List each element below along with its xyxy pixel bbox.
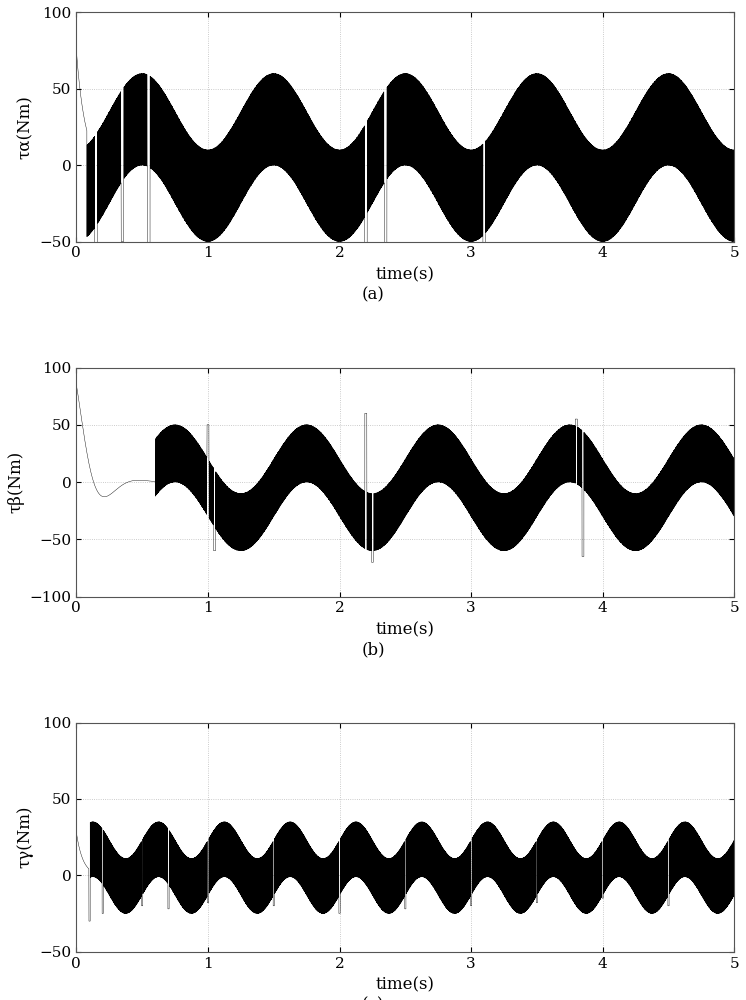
Y-axis label: τβ(Nm): τβ(Nm) (7, 451, 24, 513)
Text: (b): (b) (361, 642, 385, 659)
Y-axis label: τγ(Nm): τγ(Nm) (17, 806, 34, 868)
Text: (c): (c) (362, 997, 384, 1000)
Text: (a): (a) (362, 287, 384, 304)
X-axis label: time(s): time(s) (376, 621, 435, 638)
X-axis label: time(s): time(s) (376, 266, 435, 283)
X-axis label: time(s): time(s) (376, 976, 435, 993)
Y-axis label: τα(Nm): τα(Nm) (17, 95, 34, 159)
